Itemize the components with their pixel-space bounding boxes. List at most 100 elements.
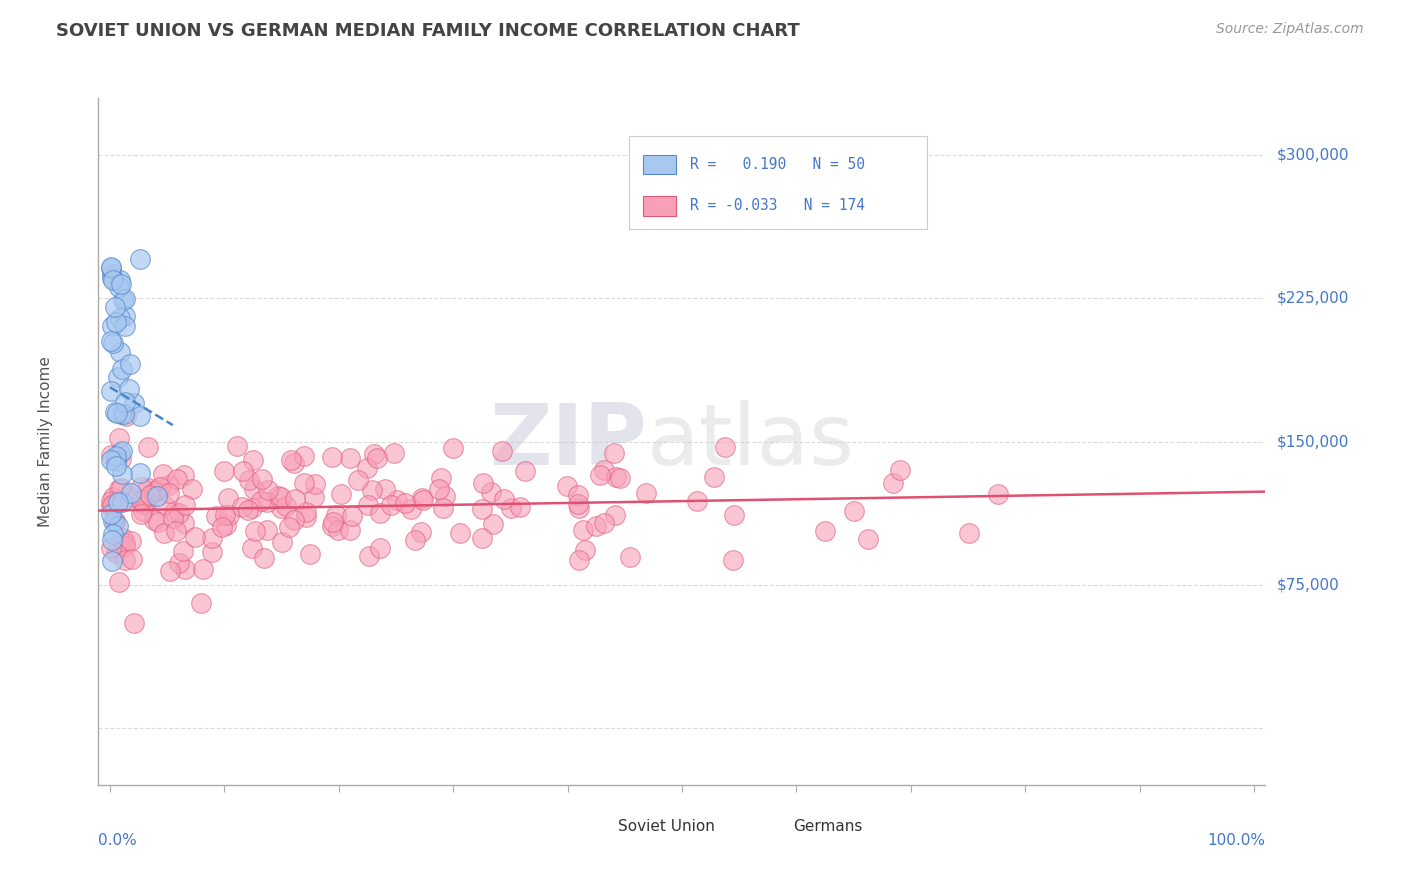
Point: [100, 507, 122, 521]
Point: [114, 536, 136, 550]
Point: [120, 486, 142, 500]
Point: [153, 526, 176, 541]
Point: [434, 489, 457, 503]
Point: [266, 489, 288, 503]
Point: [108, 272, 131, 286]
Text: $300,000: $300,000: [1277, 148, 1348, 163]
Point: [256, 495, 278, 509]
Point: [399, 501, 422, 516]
Point: [356, 460, 378, 475]
Point: [292, 476, 315, 491]
Point: [101, 273, 124, 287]
Point: [284, 491, 307, 506]
FancyBboxPatch shape: [582, 822, 609, 837]
Point: [122, 615, 145, 630]
Point: [120, 490, 142, 504]
Point: [105, 449, 128, 463]
Point: [723, 553, 745, 567]
Point: [173, 516, 195, 531]
Point: [250, 472, 273, 486]
Point: [257, 483, 280, 497]
Point: [128, 466, 150, 480]
FancyBboxPatch shape: [630, 136, 927, 228]
Point: [114, 539, 136, 553]
Point: [159, 564, 181, 578]
Point: [103, 514, 125, 528]
Point: [163, 505, 186, 519]
Point: [231, 500, 253, 515]
Point: [103, 336, 125, 351]
Point: [100, 541, 122, 556]
Point: [143, 513, 166, 527]
Point: [138, 440, 160, 454]
Text: ZIP: ZIP: [489, 400, 647, 483]
Point: [889, 463, 911, 477]
Point: [100, 318, 122, 333]
Point: [104, 300, 127, 314]
Point: [605, 469, 627, 483]
Point: [217, 491, 239, 505]
Point: [703, 469, 725, 483]
Point: [104, 454, 127, 468]
Point: [366, 451, 388, 466]
Point: [104, 515, 127, 529]
Point: [429, 471, 451, 485]
Point: [814, 524, 837, 538]
Point: [121, 552, 143, 566]
Text: 0.0%: 0.0%: [98, 833, 138, 848]
Point: [104, 404, 127, 418]
Point: [232, 464, 254, 478]
Point: [111, 443, 134, 458]
Point: [111, 362, 134, 376]
Point: [108, 280, 131, 294]
Point: [882, 476, 904, 491]
FancyBboxPatch shape: [758, 822, 783, 837]
Point: [245, 524, 267, 538]
Point: [114, 318, 136, 333]
Point: [567, 488, 589, 502]
Point: [359, 549, 381, 564]
Point: [283, 456, 305, 470]
Point: [368, 506, 391, 520]
Point: [105, 406, 128, 420]
Point: [157, 478, 180, 492]
Point: [240, 501, 263, 516]
Point: [278, 519, 301, 533]
Point: [120, 357, 142, 371]
Point: [112, 408, 135, 422]
Point: [685, 493, 707, 508]
Point: [249, 493, 271, 508]
Point: [100, 384, 122, 398]
Point: [129, 493, 152, 508]
Point: [409, 524, 432, 539]
Point: [100, 260, 122, 274]
Text: $150,000: $150,000: [1277, 434, 1348, 449]
Point: [471, 502, 494, 516]
Point: [120, 533, 142, 548]
Point: [111, 531, 134, 545]
Point: [987, 487, 1010, 501]
Point: [295, 505, 318, 519]
Point: [304, 490, 326, 504]
Point: [105, 314, 128, 328]
Point: [609, 471, 631, 485]
Text: atlas: atlas: [647, 400, 855, 483]
Point: [111, 495, 134, 509]
Point: [574, 543, 596, 558]
Point: [100, 499, 122, 513]
Point: [298, 548, 321, 562]
Point: [101, 533, 124, 548]
Point: [110, 451, 132, 466]
Point: [218, 508, 240, 522]
Point: [326, 523, 349, 537]
Point: [394, 496, 416, 510]
Text: SOVIET UNION VS GERMAN MEDIAN FAMILY INCOME CORRELATION CHART: SOVIET UNION VS GERMAN MEDIAN FAMILY INC…: [56, 22, 800, 40]
Point: [271, 534, 294, 549]
Point: [471, 476, 494, 491]
Point: [441, 442, 464, 456]
Point: [429, 482, 451, 496]
Point: [368, 541, 391, 556]
Point: [108, 482, 131, 496]
Point: [957, 525, 980, 540]
Point: [557, 479, 579, 493]
